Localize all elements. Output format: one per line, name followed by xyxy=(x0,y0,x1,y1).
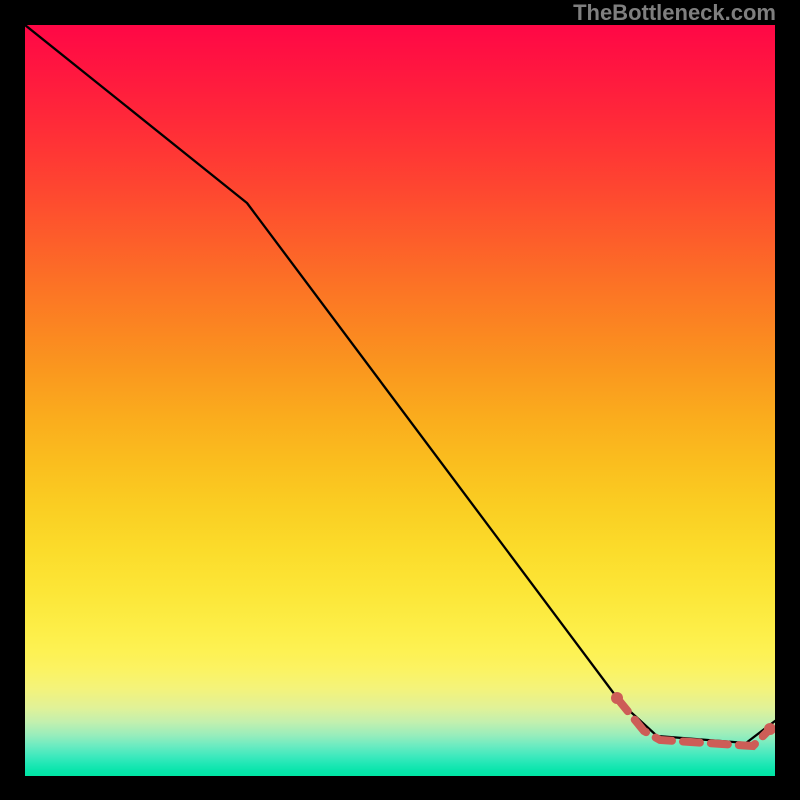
dashed-curve xyxy=(617,698,770,746)
solid-curve xyxy=(25,25,775,743)
watermark-text: TheBottleneck.com xyxy=(573,0,776,26)
chart-lines-layer xyxy=(25,25,775,776)
plot-area xyxy=(25,25,775,776)
chart-stage: TheBottleneck.com xyxy=(0,0,800,800)
dashed-end-marker-start xyxy=(611,692,623,704)
